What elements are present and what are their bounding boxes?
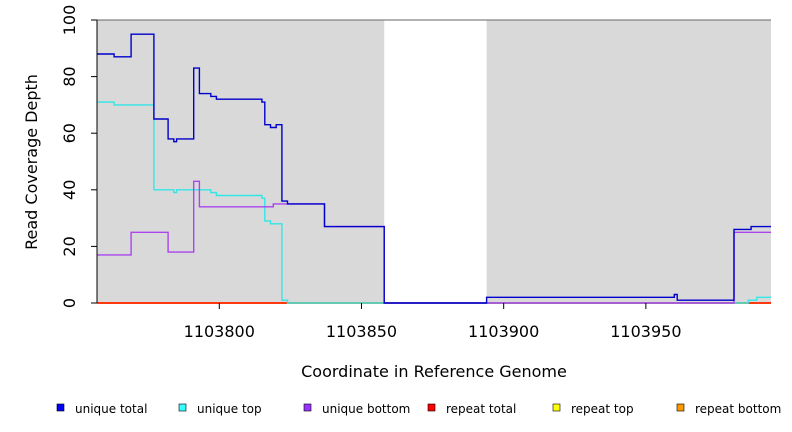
legend-swatch (676, 403, 685, 412)
shaded-region-1 (97, 20, 385, 303)
x-axis-label: Coordinate in Reference Genome (301, 362, 567, 381)
legend-item-unique-top: unique top (178, 402, 262, 416)
x-tick-label: 1103950 (610, 322, 681, 341)
y-axis: 0 20 40 60 80 100 (60, 5, 98, 308)
legend-swatch (178, 403, 187, 412)
legend-label: repeat bottom (695, 402, 781, 416)
shaded-regions (97, 19, 771, 303)
legend-label: unique top (197, 402, 262, 416)
y-tick-label: 60 (60, 123, 79, 143)
y-tick-label: 80 (60, 66, 79, 86)
legend-item-repeat-total: repeat total (427, 402, 516, 416)
legend-item-unique-total: unique total (56, 402, 147, 416)
y-tick-label: 100 (60, 5, 79, 36)
x-axis: 1103800 1103850 1103900 1103950 (184, 303, 682, 341)
legend-item-unique-bottom: unique bottom (303, 402, 410, 416)
legend-label: unique bottom (322, 402, 410, 416)
y-tick-label: 40 (60, 180, 79, 200)
legend: unique total unique top unique bottom repea… (56, 402, 781, 416)
legend-label: repeat top (571, 402, 634, 416)
legend-swatch (552, 403, 561, 412)
y-tick-label: 20 (60, 236, 79, 256)
series-layer (97, 33, 771, 304)
x-tick-label: 1103900 (468, 322, 539, 341)
legend-label: repeat total (446, 402, 516, 416)
legend-item-repeat-top: repeat top (552, 402, 634, 416)
y-tick-label: 0 (60, 298, 79, 308)
y-axis-label: Read Coverage Depth (22, 74, 41, 250)
legend-label: unique total (75, 402, 147, 416)
x-tick-label: 1103850 (326, 322, 397, 341)
x-tick-label: 1103800 (184, 322, 255, 341)
legend-swatch (303, 403, 312, 412)
legend-swatch (427, 403, 436, 412)
legend-item-repeat-bottom: repeat bottom (676, 402, 781, 416)
series-unique-total (97, 33, 771, 304)
legend-swatch (56, 403, 65, 412)
shaded-region-2 (486, 20, 771, 303)
